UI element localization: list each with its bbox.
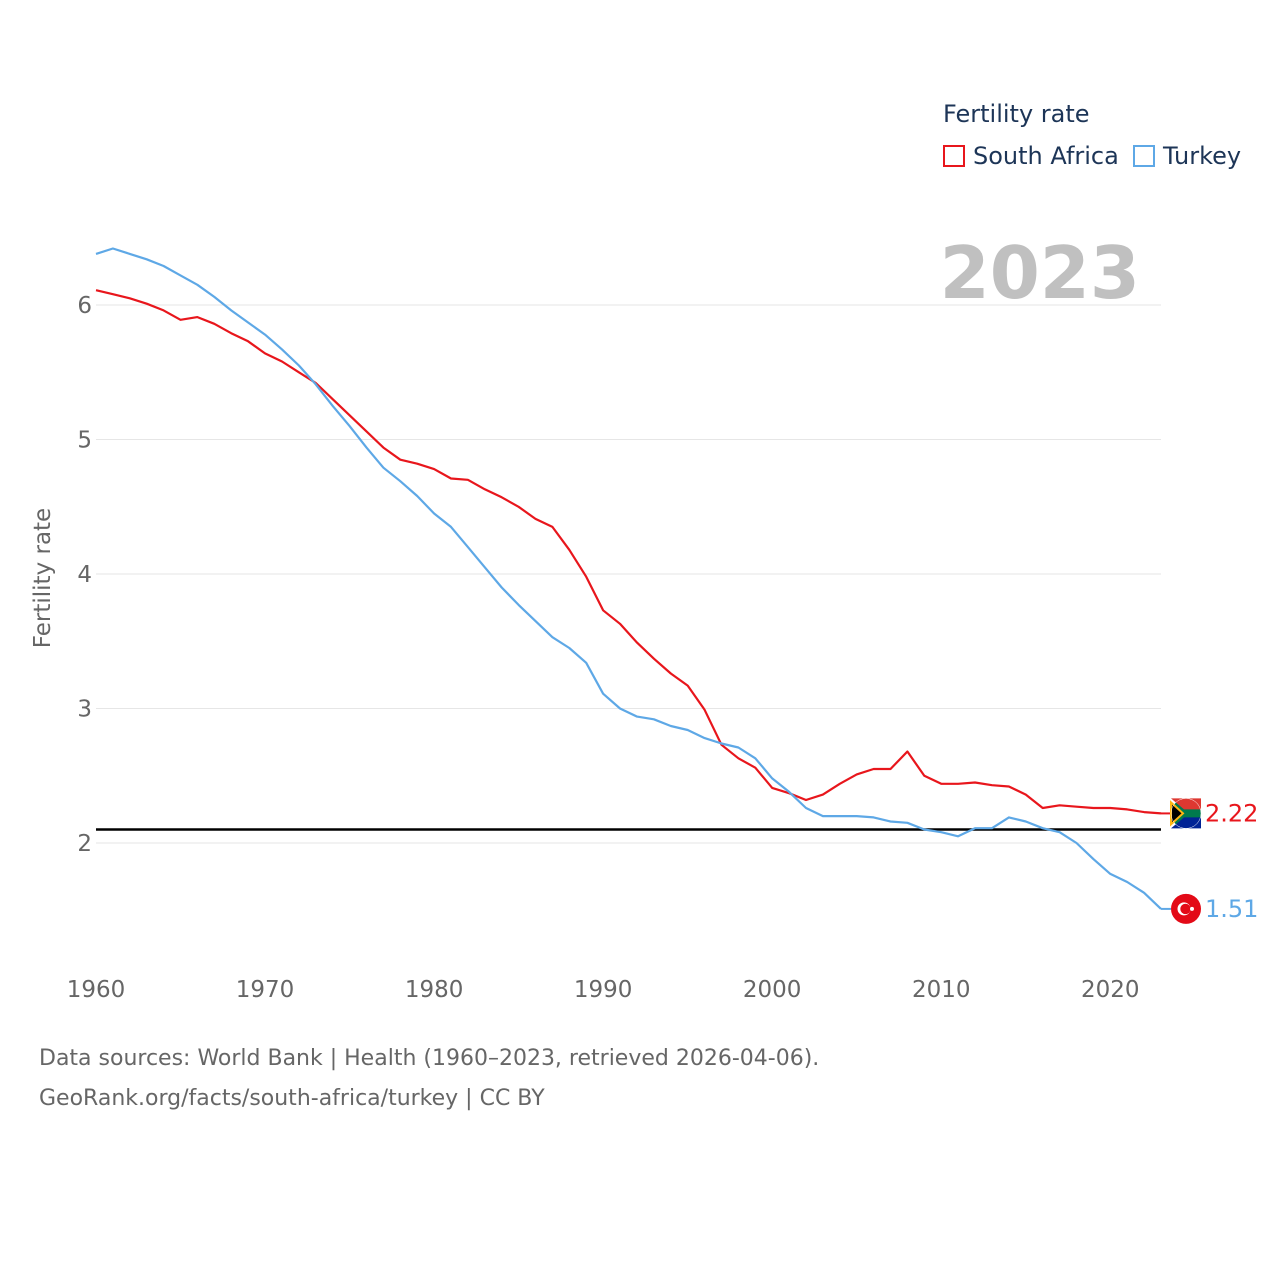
legend-label-south-africa: South Africa bbox=[973, 142, 1119, 170]
legend-item-south-africa[interactable]: South Africa bbox=[943, 142, 1119, 170]
x-tick-label-1970: 1970 bbox=[236, 977, 295, 1003]
x-tick-label-2020: 2020 bbox=[1081, 977, 1140, 1003]
series-line-south-africa bbox=[95, 289, 1162, 815]
x-tick-label-1960: 1960 bbox=[67, 977, 126, 1003]
y-tick-label-6: 6 bbox=[77, 293, 92, 319]
y-tick-label-5: 5 bbox=[77, 428, 92, 454]
legend-swatch-turkey bbox=[1133, 145, 1155, 167]
flag-crescent-inner bbox=[1180, 903, 1191, 915]
y-tick-label-2: 2 bbox=[77, 831, 92, 857]
legend-swatch-south-africa bbox=[943, 145, 965, 167]
flag-star bbox=[1190, 906, 1194, 911]
x-tick-label-2000: 2000 bbox=[743, 977, 802, 1003]
year-overlay: 2023 bbox=[940, 231, 1140, 315]
grid-lines bbox=[96, 304, 1161, 844]
series-line-turkey bbox=[95, 247, 1162, 910]
x-tick-label-2010: 2010 bbox=[912, 977, 971, 1003]
legend-item-turkey[interactable]: Turkey bbox=[1133, 142, 1241, 170]
footer-link[interactable]: GeoRank.org/facts/south-africa/turkey | … bbox=[39, 1086, 545, 1111]
flag-red-band bbox=[1171, 798, 1201, 810]
end-label-turkey: 1.51 bbox=[1205, 895, 1258, 923]
footer-sources: Data sources: World Bank | Health (1960–… bbox=[39, 1046, 820, 1071]
legend-label-turkey: Turkey bbox=[1163, 142, 1242, 170]
series-lines bbox=[95, 247, 1162, 910]
legend-title: Fertility rate bbox=[943, 100, 1090, 128]
x-axis-ticks: 1960 1970 1980 1990 2000 2010 2020 bbox=[67, 977, 1140, 1003]
series-end-markers: 2.22 1.51 bbox=[1161, 798, 1258, 924]
y-tick-label-3: 3 bbox=[77, 697, 92, 723]
x-tick-label-1990: 1990 bbox=[574, 977, 633, 1003]
x-tick-label-1980: 1980 bbox=[405, 977, 464, 1003]
y-axis-label: Fertility rate bbox=[30, 508, 56, 648]
flag-south-africa-icon bbox=[1170, 798, 1202, 829]
flag-turkey-icon bbox=[1171, 893, 1201, 924]
end-label-south-africa: 2.22 bbox=[1205, 799, 1258, 827]
y-axis-ticks: 2 3 4 5 6 bbox=[77, 293, 92, 857]
flag-blue-band bbox=[1171, 817, 1201, 829]
y-tick-label-4: 4 bbox=[77, 562, 92, 588]
flag-rim bbox=[1170, 798, 1202, 829]
